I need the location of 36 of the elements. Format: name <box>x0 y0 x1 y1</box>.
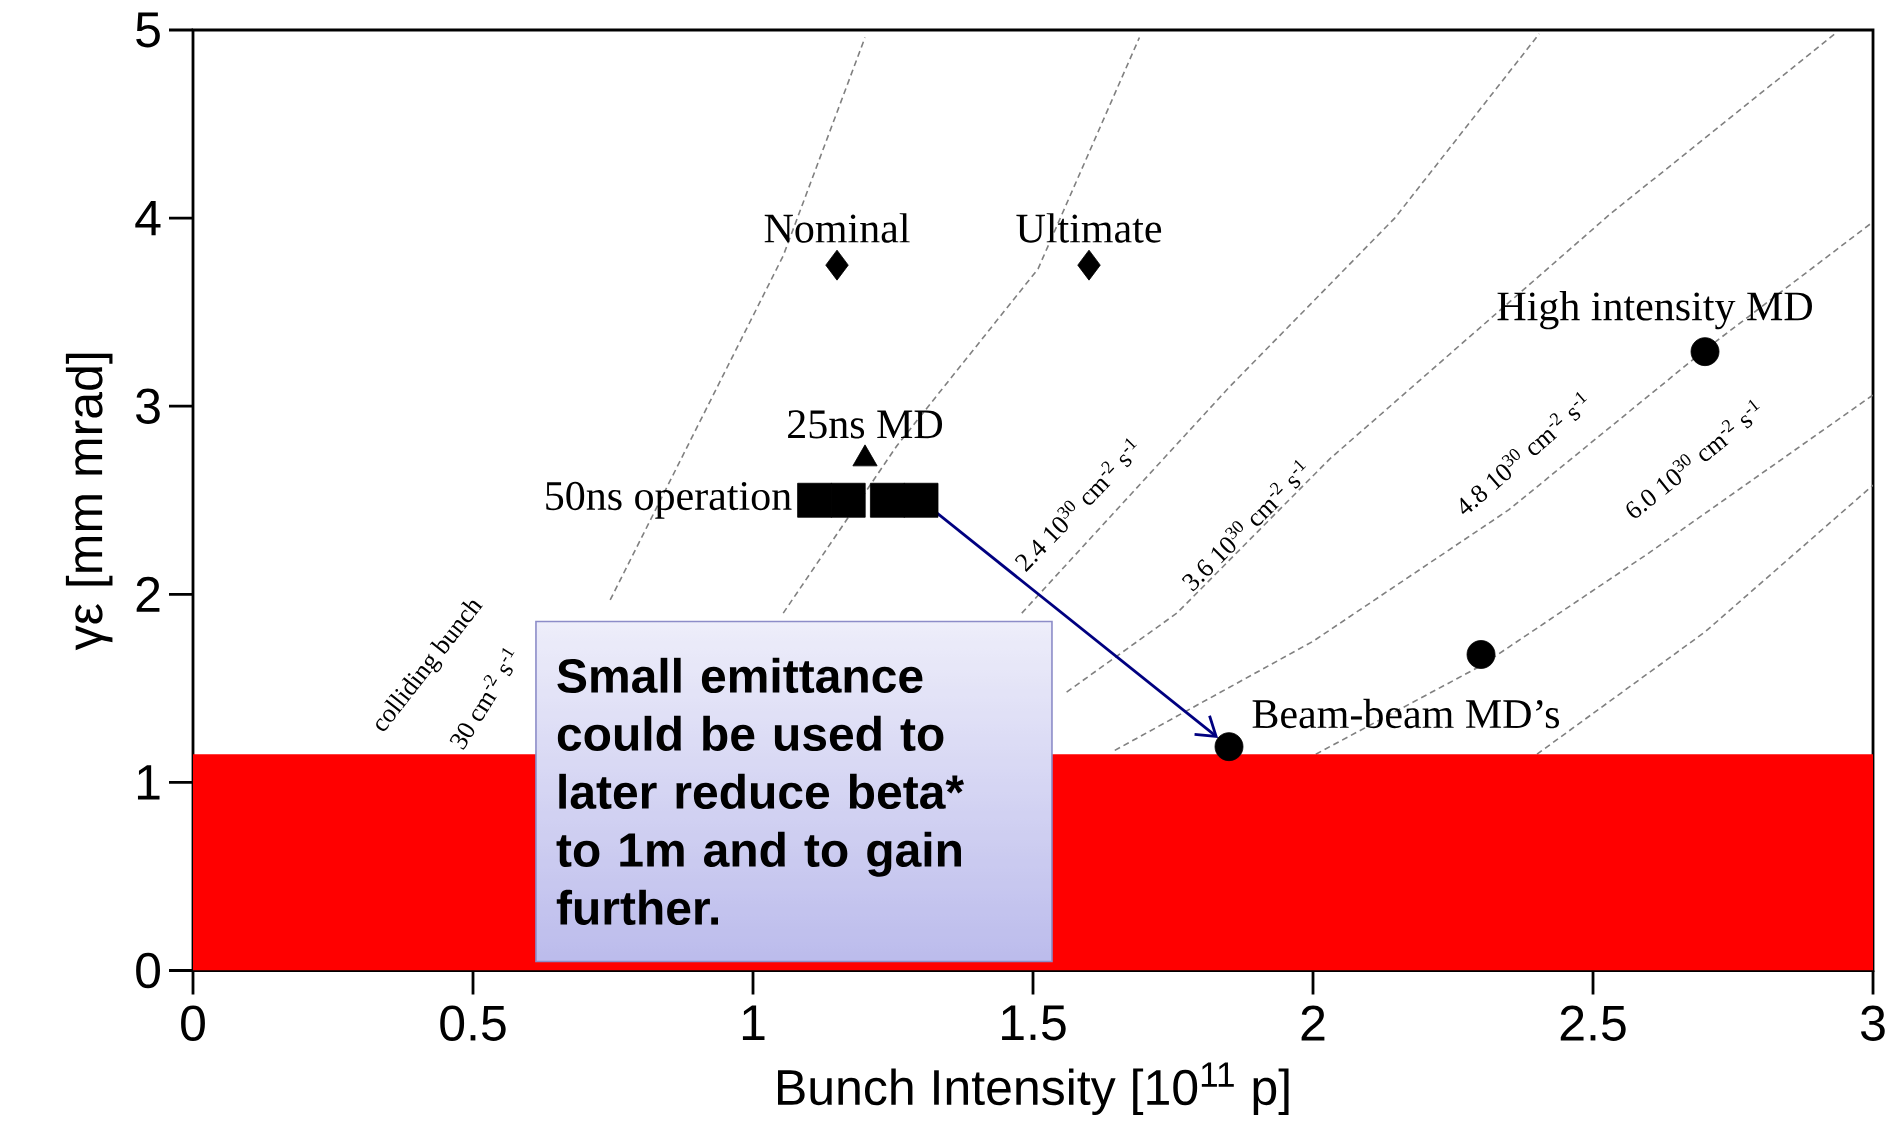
annotation: High intensity MD <box>1497 291 1812 330</box>
point <box>1214 732 1244 762</box>
x-axis-title: Bunch Intensity [10$^{11}$ p] <box>778 1062 1289 1116</box>
annotation: 50ns operation <box>546 481 792 519</box>
point <box>870 482 905 518</box>
x-tick-label: 0 <box>181 1005 205 1041</box>
annotation: 6.0 10$^{30}$ cm$^{-2}$ s$^{-1}$ <box>1626 399 1760 518</box>
point <box>1077 249 1101 281</box>
y-tick-label: 4 <box>135 200 161 236</box>
y-tick-label: 5 <box>136 12 160 48</box>
annotation: Nominal <box>764 213 910 243</box>
x-tick-label: 0.5 <box>440 1005 506 1041</box>
y-axis-title: γε [mm mrad] <box>65 353 113 651</box>
y-tick-label: 3 <box>136 388 160 424</box>
annotation: 4.8 10$^{30}$ cm$^{-2}$ s$^{-1}$ <box>1460 392 1588 514</box>
point <box>903 482 939 518</box>
x-tick-label: 1.5 <box>1002 1005 1066 1041</box>
point <box>1466 640 1496 669</box>
annotation: Beam-beam MD’s <box>1252 698 1559 729</box>
annotation: 30 cm$^{-2}$ s$^{-1}$ <box>449 648 515 750</box>
annotation: Small emittance could be used to later reduce beta* to 1m and to gain further. <box>556 657 965 926</box>
point <box>825 249 849 281</box>
x-tick-label: 3 <box>1861 1005 1885 1041</box>
x-tick-label: 2 <box>1301 1005 1325 1041</box>
point <box>1690 337 1720 367</box>
annotation: 3.6 10$^{30}$ cm$^{-2}$ s$^{-1}$ <box>1181 459 1306 592</box>
y-tick-label: 1 <box>137 765 160 800</box>
x-tick-label: 2.5 <box>1560 1005 1626 1041</box>
point <box>797 482 833 518</box>
annotation: Ultimate <box>1016 213 1162 243</box>
point <box>830 482 866 518</box>
y-tick-label: 0 <box>136 952 160 989</box>
annotation: 2.4 10$^{30}$ cm$^{-2}$ s$^{-1}$ <box>1014 438 1137 572</box>
annotation: 25ns MD <box>788 410 943 439</box>
y-tick-label: 2 <box>136 576 160 612</box>
x-tick-label: 1 <box>742 1005 765 1040</box>
